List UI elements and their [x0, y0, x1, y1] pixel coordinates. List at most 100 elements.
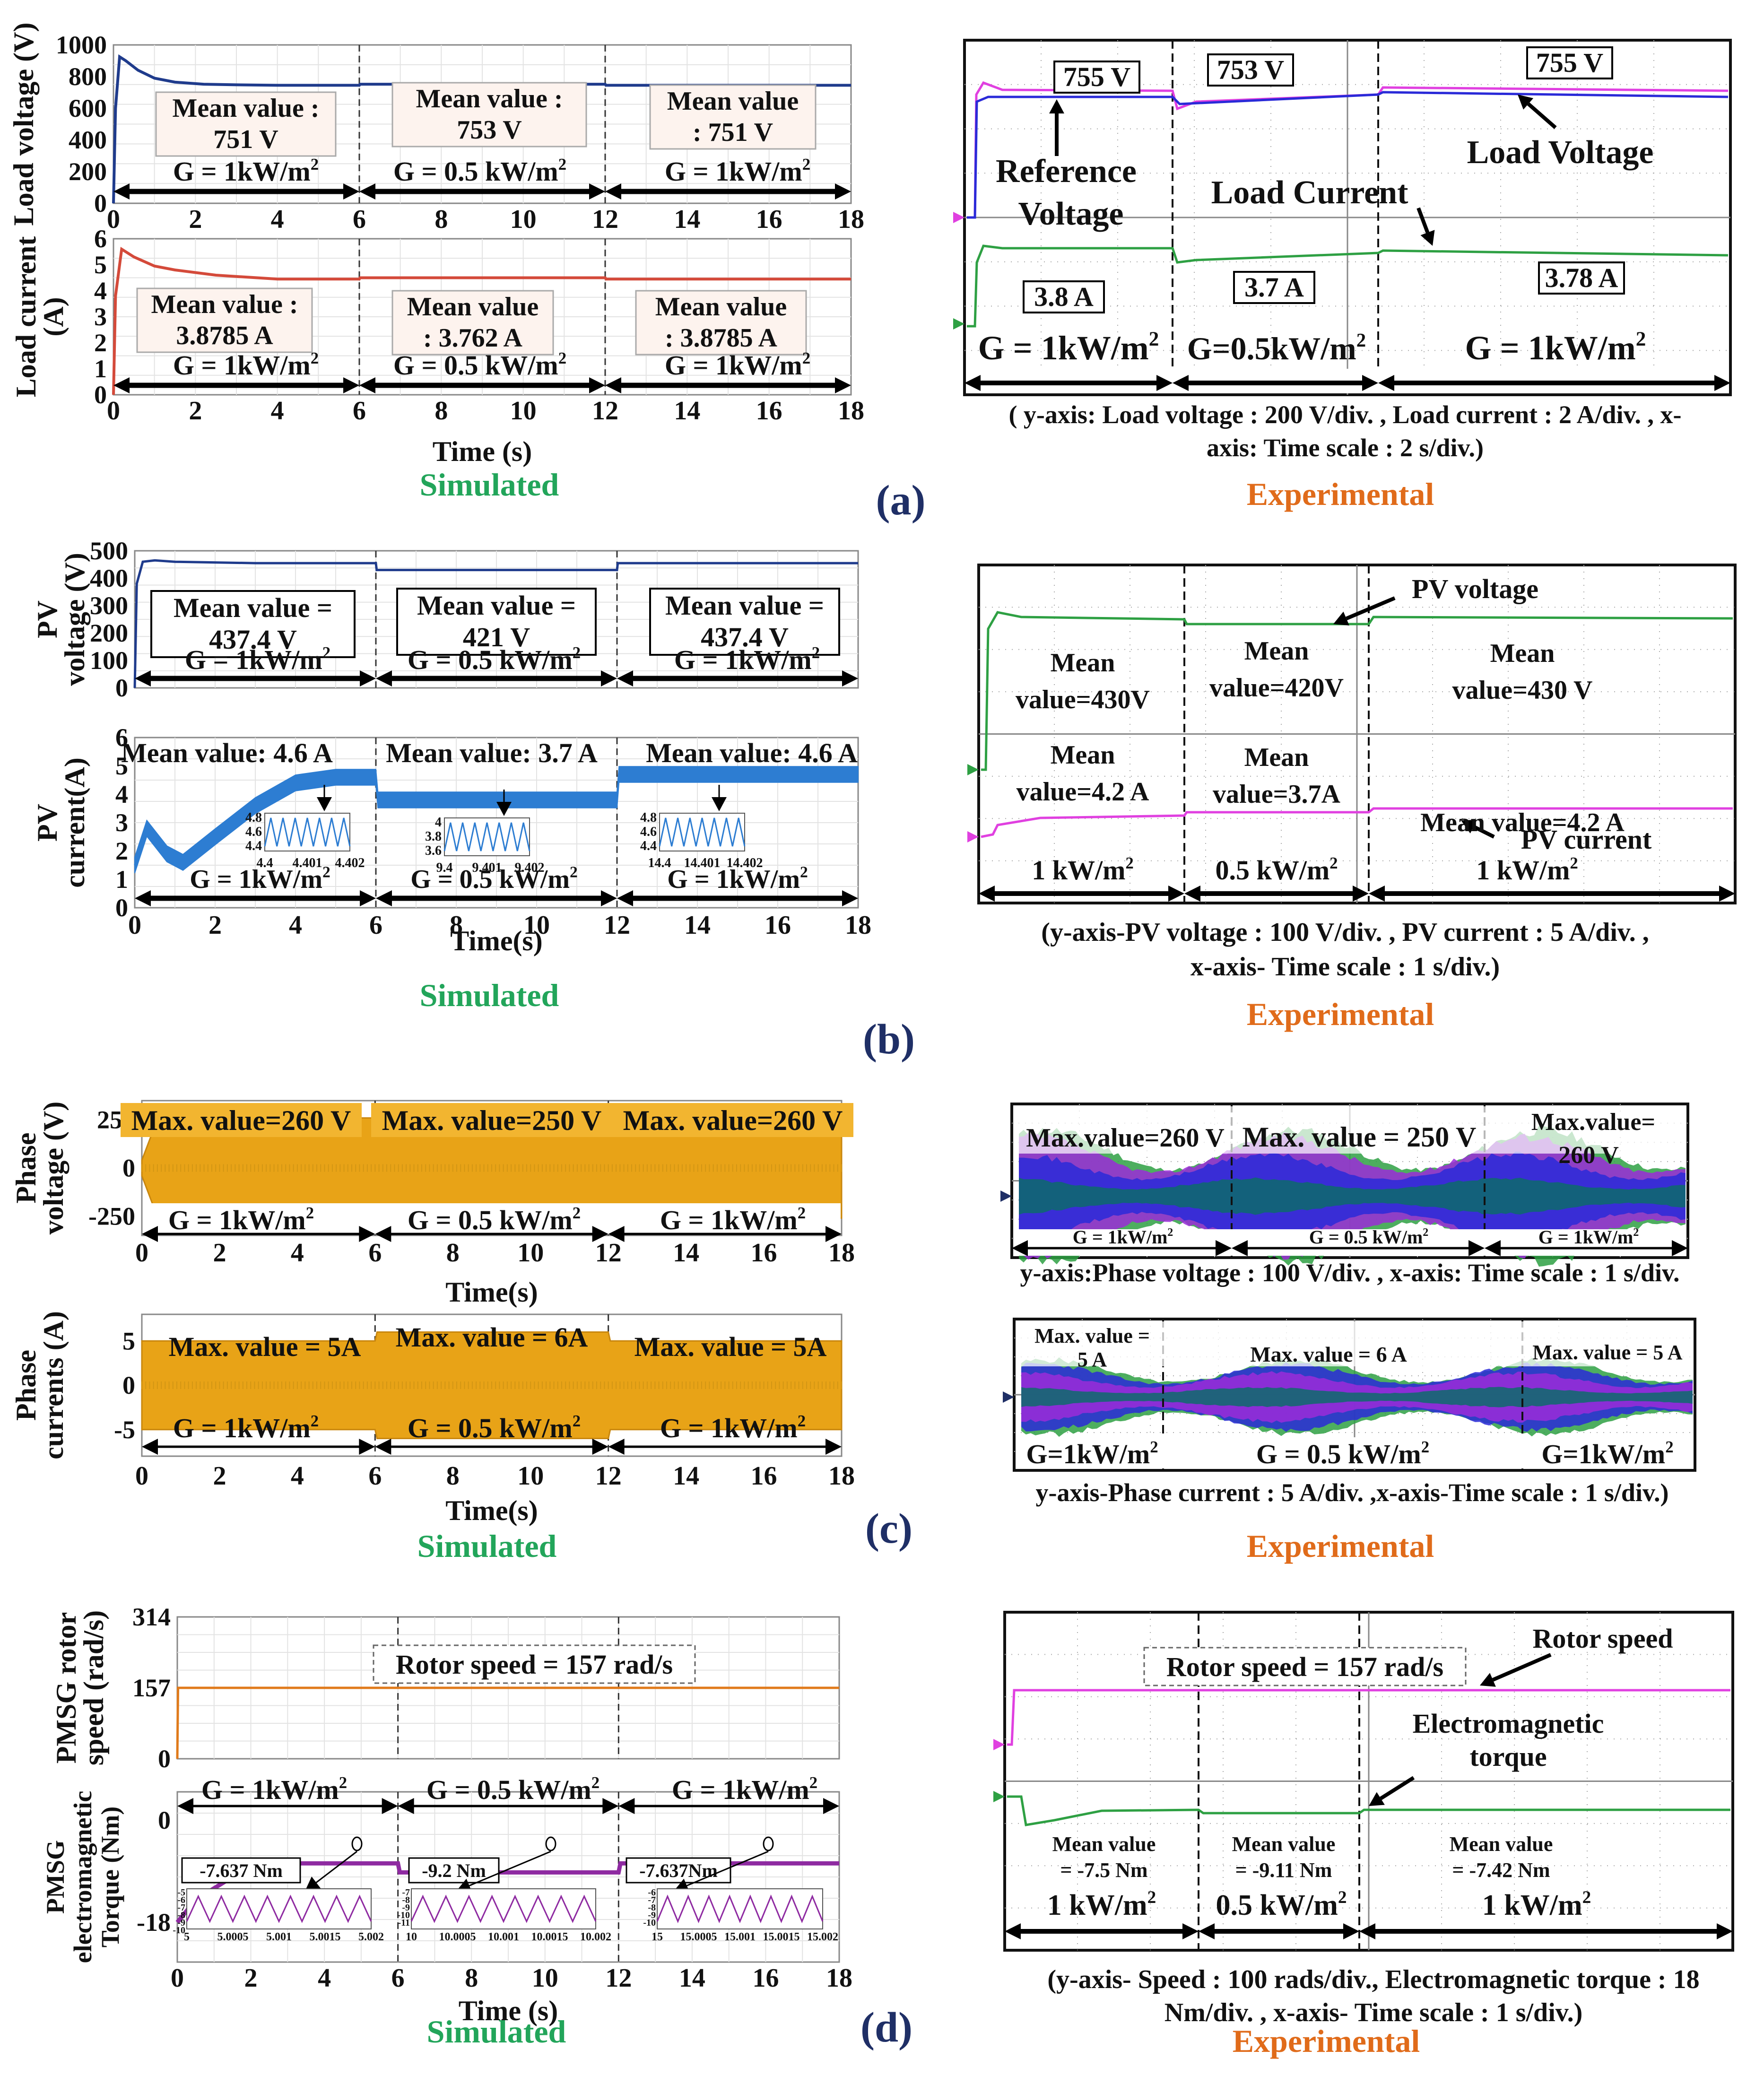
arrow-line	[1346, 596, 1396, 620]
inset-x-tick: 5	[184, 1931, 190, 1943]
y-tick-label: 0	[115, 674, 128, 702]
irradiance-label: G = 1kW/m2	[978, 328, 1159, 367]
y-tick-label: 3	[115, 808, 128, 837]
y-axis-label: speed (rad/s)	[78, 1610, 109, 1765]
arrow-head-left	[142, 1439, 158, 1455]
scope-mean-value: value=420V	[1209, 673, 1344, 703]
superscript: 2	[322, 864, 330, 881]
irradiance-label: G = 1kW/m2	[201, 1773, 347, 1805]
mean-value-label: Mean value: 4.6 A	[121, 738, 333, 768]
arrow-head-right	[1182, 1923, 1199, 1939]
pointer-arrow	[496, 790, 512, 816]
scope-caption: axis: Time scale : 2 s/div.)	[1207, 434, 1484, 462]
chart-d_exp: Rotor speed = 157 rad/s Rotor speed Electr…	[993, 1611, 1734, 2027]
y-axis-label: PV	[32, 600, 63, 638]
channel-marker	[1003, 1391, 1014, 1403]
irradiance-label: G = 0.5 kW/m2	[408, 1412, 581, 1443]
region-arrow	[1369, 886, 1735, 902]
irradiance-label: G=0.5kW/m2	[1187, 330, 1366, 366]
region-arrow	[1232, 1240, 1485, 1256]
y-tick-label: 6	[115, 723, 128, 752]
superscript: 2	[306, 1204, 314, 1222]
y-tick-label: 200	[90, 619, 128, 647]
inset-series	[410, 1894, 597, 1923]
simulated-label-d: Simulated	[427, 2014, 566, 2050]
label-backdrop	[1014, 1106, 1686, 1154]
arrow-head-right	[1469, 1240, 1485, 1256]
panel-label-d: (d)	[860, 2004, 912, 2051]
annotation-box	[155, 91, 337, 157]
mean-value-label: Mean value	[655, 292, 787, 321]
y-tick-label: 300	[90, 591, 128, 620]
arrow-head	[496, 802, 512, 816]
y-tick-label: 5	[115, 752, 128, 780]
panel-label-a: (a)	[876, 477, 926, 524]
arrow-head-left	[398, 1798, 414, 1814]
arrow-head-left	[375, 1226, 391, 1242]
region-arrow	[375, 1226, 608, 1242]
arrow-head-left	[965, 375, 981, 391]
arrow-head	[712, 797, 727, 811]
scope-trace-label: Electromagnetic	[1413, 1708, 1604, 1739]
x-tick-label: 14	[673, 1238, 699, 1268]
arrow-head-right	[601, 670, 617, 686]
y-tick-label: -18	[137, 1908, 171, 1937]
arrow-head-left	[1232, 1240, 1248, 1256]
chart-d_sim_torque: 0-180 2 4 6 8 10 12 14 16 18PMSGelectromagneticTo…	[41, 1773, 852, 2026]
arrow-head-left	[359, 183, 375, 200]
y-axis-label: PV	[32, 804, 63, 842]
arrow-head-right	[1362, 375, 1378, 391]
inset-y-tick: -10	[397, 1910, 410, 1920]
x-tick-label: 10	[517, 1461, 544, 1491]
x-axis-label: Time (s)	[459, 1995, 558, 2026]
irradiance-label: G = 0.5 kW/m2	[1309, 1226, 1429, 1248]
x-tick-label: 18	[828, 1238, 855, 1268]
inset-x-tick: 15	[652, 1931, 663, 1943]
simulated-label-a: Simulated	[420, 467, 559, 503]
irradiance-label: G = 1kW/m2	[665, 349, 810, 381]
superscript: 2	[1636, 328, 1646, 350]
inset-y-tick: -7	[177, 1902, 185, 1913]
inset-y-tick: 4.4	[640, 839, 657, 853]
mean-value-number: : 3.8785 A	[665, 323, 778, 353]
superscript: 2	[570, 864, 578, 881]
channel-marker	[967, 831, 979, 843]
y-tick-label: 5	[94, 251, 107, 279]
superscript: 2	[1582, 1888, 1591, 1907]
irradiance-label: 1 kW/m2	[1032, 854, 1134, 886]
simulated-label-c: Simulated	[417, 1528, 557, 1564]
x-tick-label: 2	[189, 205, 202, 234]
arrow-head-right	[360, 890, 376, 906]
arrow-head-left	[617, 890, 633, 906]
superscript: 2	[809, 1773, 817, 1792]
region-arrow	[608, 1439, 842, 1455]
arrow-head-right	[589, 377, 605, 393]
irradiance-label: G = 0.5 kW/m2	[393, 155, 566, 187]
channel-marker	[967, 764, 979, 775]
inset-x-tick: 10.0015	[531, 1931, 568, 1943]
inset-x-tick: 14.4	[648, 856, 671, 870]
region-arrow	[1485, 1240, 1688, 1256]
arrow-head-left	[142, 1226, 158, 1242]
arrow-head	[1049, 99, 1064, 113]
y-tick-label: 157	[132, 1674, 171, 1702]
x-tick-label: 14	[673, 1461, 699, 1491]
arrow-head-right	[1353, 886, 1369, 902]
region-backdrop	[1014, 1229, 1686, 1256]
mean-value-number: 421 V	[463, 622, 530, 652]
region-backdrop	[143, 1203, 841, 1234]
arrow-line	[469, 1850, 551, 1886]
annotation-box	[635, 290, 807, 356]
x-tick-label: 18	[838, 396, 864, 426]
arrow-head-right	[343, 377, 359, 393]
pointer-arrow	[1333, 596, 1396, 626]
irradiance-label: G = 1kW/m2	[660, 1204, 806, 1235]
x-tick-label: 18	[838, 205, 864, 234]
region-arrow	[617, 670, 858, 686]
region-arrow	[1359, 1923, 1733, 1939]
scope-mean-value: value=430V	[1016, 685, 1150, 714]
scope-mean-value: = -7.5 Nm	[1060, 1859, 1147, 1882]
zoom-inset: -6-7-8-9-10 15 15.0005 15.001 15.0015 15.002	[643, 1887, 838, 1943]
